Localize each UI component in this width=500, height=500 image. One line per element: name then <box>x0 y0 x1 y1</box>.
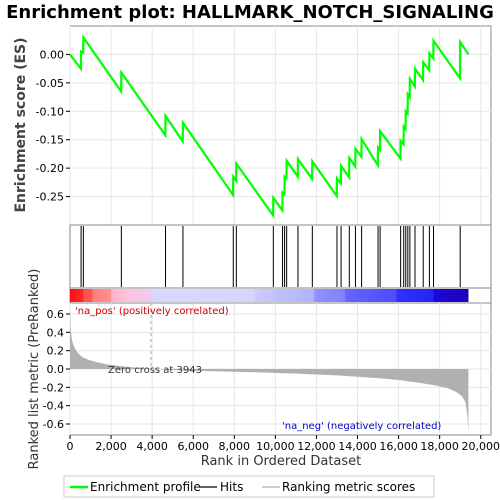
rank-color-bar <box>70 289 469 302</box>
rank-bar-band <box>433 289 469 302</box>
es-tick-label: 0.00 <box>40 48 65 61</box>
metric-axis-ticks: 0.6 0.4 0.2 0.0 -0.2 -0.4 -0.6 <box>43 308 70 431</box>
x-tick-label: 16,000 <box>379 440 418 453</box>
rank-bar-band <box>396 289 434 302</box>
enrichment-profile-line <box>69 33 470 219</box>
x-tick-label: 8,000 <box>219 440 251 453</box>
legend-metric-label: Ranking metric scores <box>282 480 415 494</box>
es-tick-label: -0.10 <box>36 105 64 118</box>
legend: Enrichment profile Hits Ranking metric s… <box>63 475 435 498</box>
rank-bar-band <box>92 289 112 302</box>
legend-hits-label: Hits <box>220 480 243 494</box>
x-tick-label: 4,000 <box>136 440 168 453</box>
x-tick-label: 6,000 <box>177 440 209 453</box>
metric-tick-label: -0.6 <box>43 418 64 431</box>
es-tick-label: -0.20 <box>36 162 64 175</box>
rank-bar-band <box>150 289 255 302</box>
metric-tick-label: 0.4 <box>47 326 65 339</box>
metric-axis-label: Ranked list metric (PreRanked) <box>27 269 42 470</box>
chart-title: Enrichment plot: HALLMARK_NOTCH_SIGNALIN… <box>6 2 494 23</box>
metric-tick-label: 0.0 <box>47 363 65 376</box>
rank-bar-band <box>111 289 151 302</box>
legend-profile-label: Enrichment profile <box>90 480 201 494</box>
x-tick-label: 20,000 <box>461 440 500 453</box>
metric-tick-label: 0.2 <box>47 345 65 358</box>
ranking-metric-area <box>70 306 469 434</box>
metric-tick-label: 0.6 <box>47 308 65 321</box>
rank-bar-band <box>254 289 315 302</box>
rank-bar-band <box>83 289 93 302</box>
x-tick-label: 0 <box>67 440 74 453</box>
es-tick-label: -0.05 <box>36 77 64 90</box>
x-tick-label: 10,000 <box>256 440 295 453</box>
rank-bar-band <box>314 289 346 302</box>
hits-panel-frame <box>69 224 492 289</box>
es-tick-label: -0.15 <box>36 134 64 147</box>
es-panel-frame <box>69 25 492 226</box>
hit-marks <box>80 226 461 287</box>
es-axis-ticks: 0.00 -0.05 -0.10 -0.15 -0.20 -0.25 <box>36 48 70 204</box>
positive-correlation-label: 'na_pos' (positively correlated) <box>75 306 229 317</box>
rank-bar-band <box>345 289 397 302</box>
zero-cross-label: Zero cross at 3943 <box>108 365 202 376</box>
x-tick-label: 12,000 <box>297 440 336 453</box>
es-gridlines <box>69 26 491 225</box>
negative-correlation-label: 'na_neg' (negatively correlated) <box>282 421 441 432</box>
es-axis-label: Enrichment score (ES) <box>13 37 29 212</box>
legend-frame <box>63 475 435 498</box>
rank-bar-band <box>70 289 84 302</box>
metric-tick-label: -0.4 <box>43 400 64 413</box>
x-tick-label: 18,000 <box>420 440 459 453</box>
x-axis-ticks: 0 2,000 4,000 6,000 8,000 10,000 12,000 14,000 1… <box>67 435 500 453</box>
x-tick-label: 2,000 <box>95 440 127 453</box>
metric-tick-label: -0.2 <box>43 381 64 394</box>
x-axis-label: Rank in Ordered Dataset <box>201 454 362 469</box>
es-tick-label: -0.25 <box>36 191 64 204</box>
x-tick-label: 14,000 <box>338 440 377 453</box>
